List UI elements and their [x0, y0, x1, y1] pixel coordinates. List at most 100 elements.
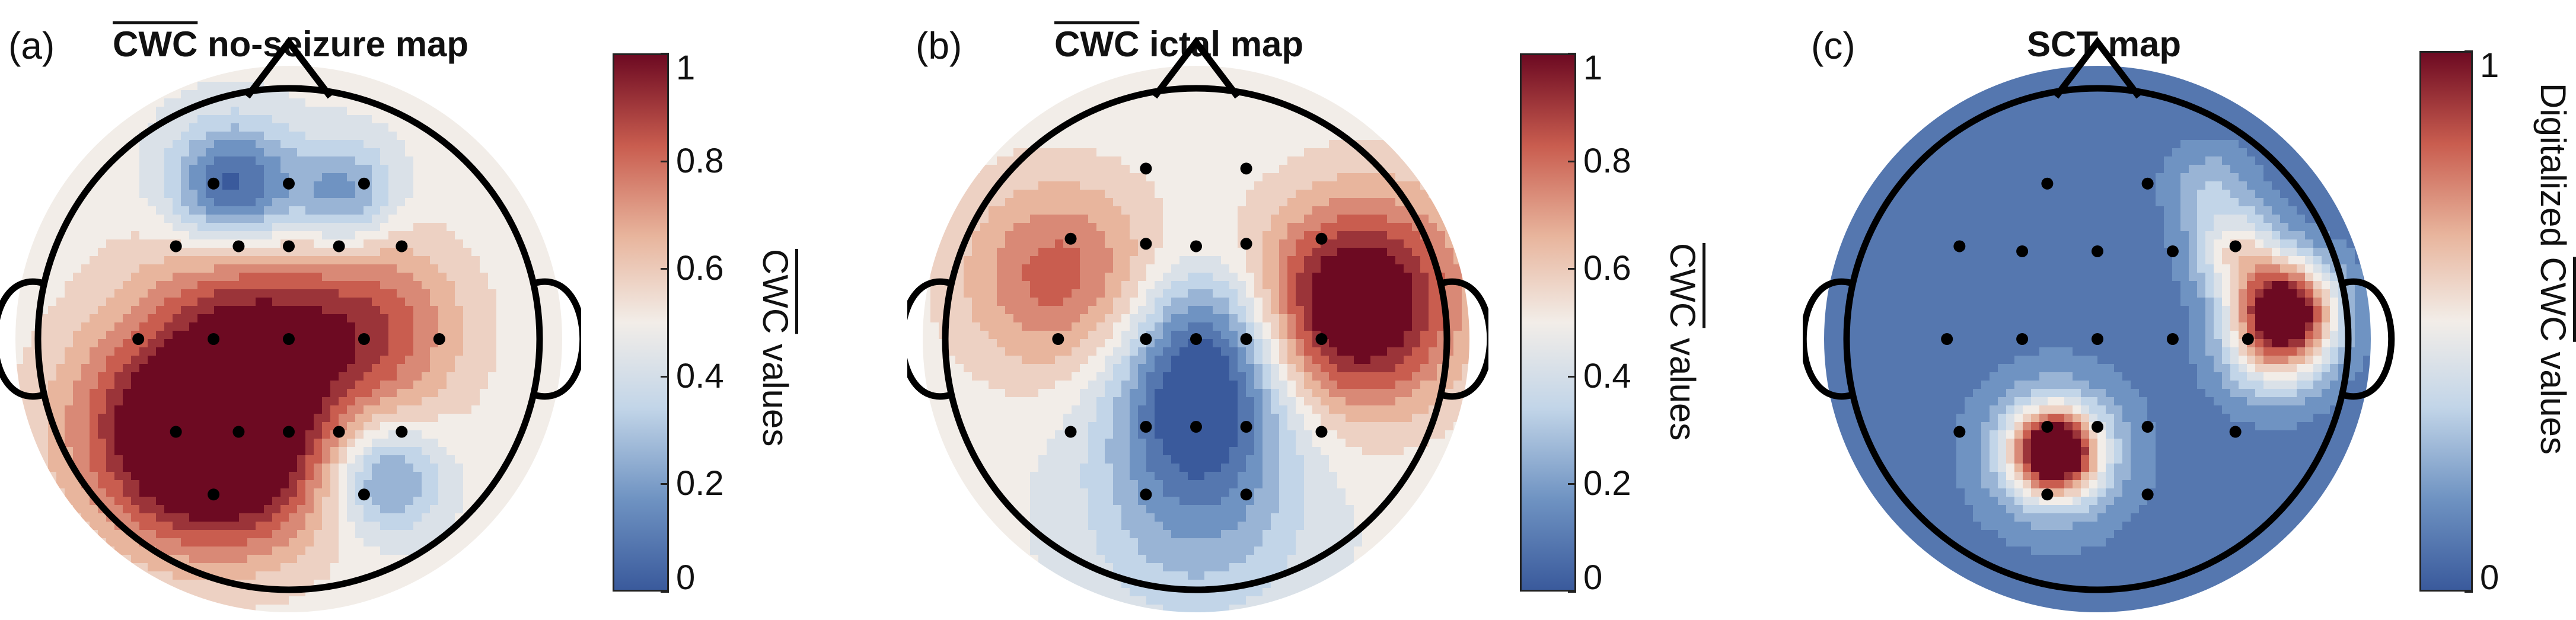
heat-cell [156, 397, 165, 406]
heat-cell [98, 306, 107, 315]
heat-cell [347, 223, 356, 232]
heat-cell [480, 381, 489, 389]
heat-cell [455, 190, 464, 199]
heat-cell [272, 605, 281, 613]
heat-cell [231, 605, 240, 613]
heat-cell [372, 347, 381, 356]
heat-cell [1296, 73, 1305, 82]
heat-cell [65, 488, 74, 497]
heat-cell [98, 430, 107, 439]
heat-cell [305, 239, 314, 248]
heat-cell [222, 322, 231, 331]
heat-cell [1130, 82, 1139, 91]
heat-cell [90, 331, 98, 340]
heat-cell [554, 480, 563, 489]
heat-cell [65, 513, 74, 522]
heat-cell [31, 181, 40, 190]
heat-cell [422, 480, 431, 489]
heat-cell [65, 580, 74, 589]
heat-cell [322, 455, 331, 464]
heat-cell [955, 123, 964, 132]
heat-cell [214, 389, 223, 398]
heat-cell [364, 298, 372, 306]
heat-cell [40, 173, 49, 182]
heat-cell [256, 480, 264, 489]
heat-cell [131, 98, 140, 107]
heat-cell [222, 239, 231, 248]
heat-cell [438, 522, 447, 530]
heat-cell [380, 198, 389, 207]
heat-cell [455, 82, 464, 91]
heat-cell [463, 198, 472, 207]
heat-cell [554, 547, 563, 555]
heat-cell [955, 65, 964, 74]
heat-cell [1354, 90, 1363, 99]
heat-cell [380, 82, 389, 91]
heat-cell [297, 132, 306, 140]
heat-cell [405, 439, 414, 448]
heat-cell [488, 306, 497, 315]
heat-cell [264, 331, 273, 340]
heat-cell [297, 115, 306, 124]
heat-cell [496, 181, 505, 190]
heat-cell [247, 356, 256, 365]
heat-cell [463, 472, 472, 481]
heat-cell [81, 364, 90, 373]
heat-cell [247, 497, 256, 506]
heat-cell [297, 372, 306, 381]
heat-cell [513, 281, 522, 290]
heat-cell [488, 322, 497, 331]
heat-cell [256, 430, 264, 439]
heat-cell [181, 264, 190, 273]
heat-cell [231, 356, 240, 365]
heat-cell [546, 538, 555, 547]
heat-cell [463, 580, 472, 589]
heat-cell [972, 73, 981, 82]
heat-cell [197, 215, 206, 223]
heat-cell [447, 347, 455, 356]
heat-cell [413, 538, 422, 547]
heat-cell [48, 165, 57, 174]
heat-cell [1271, 132, 1280, 140]
heat-cell [405, 82, 414, 91]
heat-cell [289, 215, 298, 223]
heat-cell [1146, 107, 1155, 116]
heat-cell [280, 98, 289, 107]
heat-cell [206, 356, 215, 365]
heat-cell [23, 190, 32, 199]
heat-cell [73, 231, 82, 240]
heat-cell [339, 165, 347, 174]
heat-cell [430, 414, 439, 423]
heat-cell [513, 405, 522, 414]
heat-cell [480, 430, 489, 439]
heat-cell [505, 547, 514, 555]
heat-cell [65, 289, 74, 298]
heat-cell [148, 488, 157, 497]
electrode [208, 488, 220, 501]
heat-cell [256, 455, 264, 464]
heat-cell [330, 82, 339, 91]
heat-cell [106, 90, 115, 99]
heat-cell [123, 223, 132, 232]
heat-cell [438, 513, 447, 522]
heat-cell [148, 107, 157, 116]
heat-cell [422, 422, 431, 431]
heat-cell [1038, 90, 1047, 99]
heat-cell [256, 206, 264, 215]
heat-cell [447, 156, 455, 165]
heat-cell [989, 65, 997, 74]
heat-cell [314, 264, 323, 273]
heat-cell [264, 339, 273, 348]
heat-cell [48, 173, 57, 182]
heat-cell [222, 165, 231, 174]
heat-cell [106, 430, 115, 439]
heat-cell [413, 389, 422, 398]
heat-cell [471, 248, 480, 257]
heat-cell [1055, 107, 1064, 116]
heat-cell [48, 605, 57, 613]
heat-cell [513, 605, 522, 613]
heat-cell [139, 397, 148, 406]
heat-cell [1013, 98, 1022, 107]
heat-cell [480, 306, 489, 315]
heat-cell [1412, 73, 1421, 82]
